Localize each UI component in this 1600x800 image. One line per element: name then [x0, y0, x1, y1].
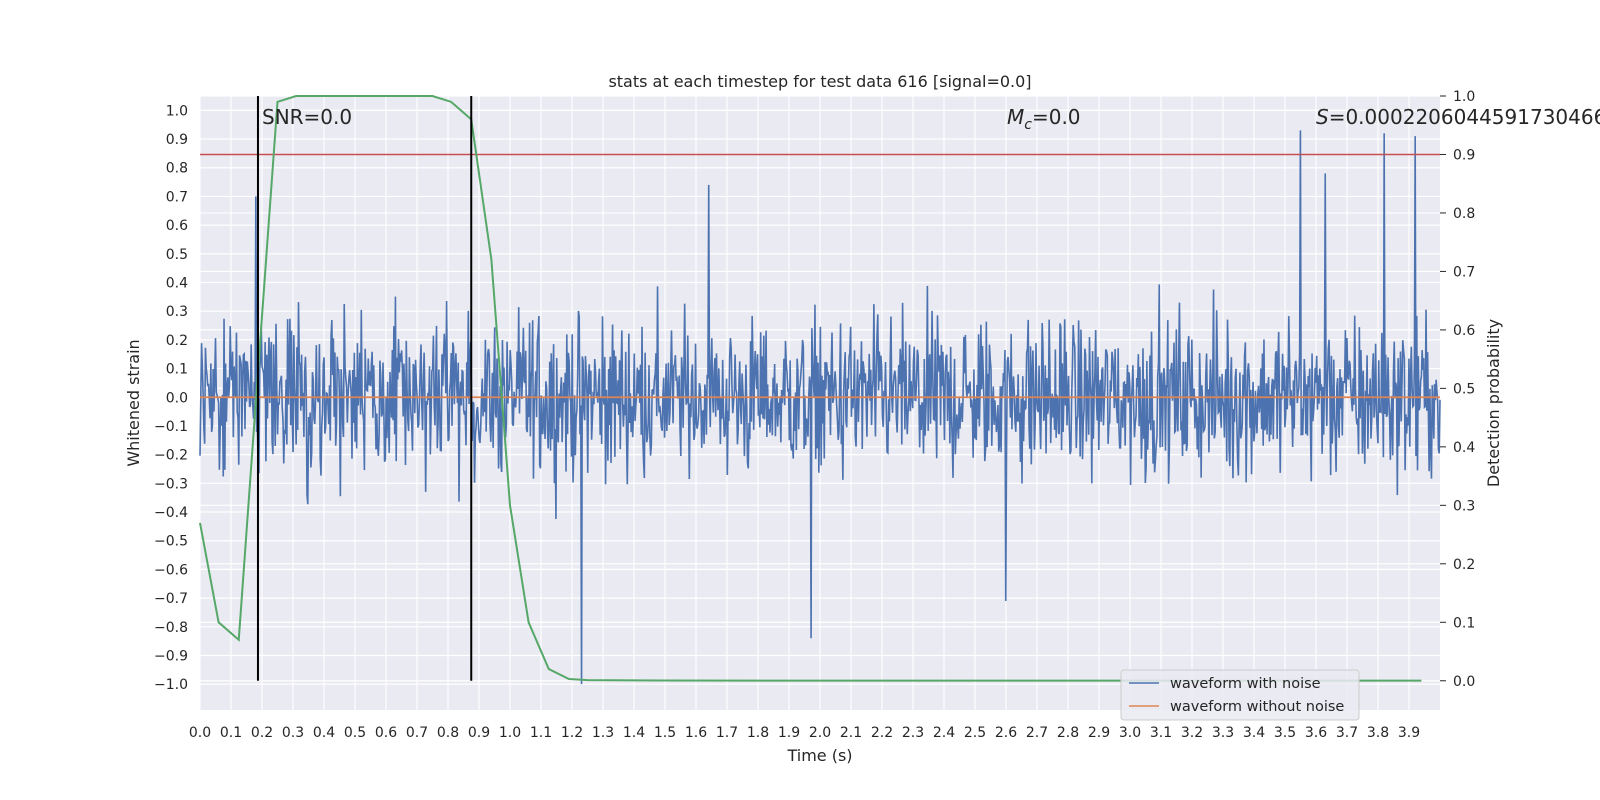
x-axis-label: Time (s): [786, 746, 852, 765]
y-left-tick-label: −0.3: [154, 476, 188, 492]
x-tick-label: 3.4: [1243, 725, 1265, 741]
x-tick-label: 2.0: [809, 725, 831, 741]
x-tick-label: 3.5: [1274, 725, 1296, 741]
x-tick-label: 0.1: [220, 725, 242, 741]
y-right-tick-label: 0.7: [1453, 264, 1475, 280]
y-left-tick-label: 0.5: [166, 247, 188, 263]
x-tick-label: 2.6: [995, 725, 1017, 741]
x-tick-label: 0.2: [251, 725, 273, 741]
y-right-tick-label: 1.0: [1453, 89, 1475, 105]
y-right-tick-labels: 1.0 0.9 0.8 0.7 0.6 0.5 0.4 0.3 0.2 0.1 0.0: [1440, 89, 1475, 690]
s-annotation: S=0.0002206044591730466: [1316, 105, 1600, 129]
legend-label-clean: waveform without noise: [1170, 699, 1344, 715]
x-tick-label: 0.9: [468, 725, 490, 741]
x-tick-label: 3.9: [1398, 725, 1420, 741]
x-tick-label: 1.1: [530, 725, 552, 741]
y-right-tick-label: 0.2: [1453, 557, 1475, 573]
x-tick-label: 2.9: [1088, 725, 1110, 741]
x-tick-label: 0.3: [282, 725, 304, 741]
x-tick-label: 3.7: [1336, 725, 1358, 741]
x-tick-label: 3.8: [1367, 725, 1389, 741]
legend: waveform with noise waveform without noi…: [1120, 669, 1360, 721]
x-tick-label: 2.4: [933, 725, 955, 741]
vertical-markers: [256, 96, 473, 681]
series-waveform-with-noise: [199, 130, 1441, 685]
x-tick-label: 1.6: [685, 725, 707, 741]
y-left-tick-label: 0.1: [166, 362, 188, 378]
y-right-tick-label: 0.9: [1453, 147, 1475, 163]
x-tick-label: 2.8: [1057, 725, 1079, 741]
x-tick-label: 1.5: [654, 725, 676, 741]
y-left-tick-labels: 1.0 0.9 0.8 0.7 0.6 0.5 0.4 0.3 0.2 0.1 0.0 −0.1 −0.…: [154, 103, 188, 693]
y-left-tick-label: −0.6: [154, 562, 188, 578]
x-tick-label: 0.6: [375, 725, 397, 741]
x-tick-label: 0.5: [344, 725, 366, 741]
x-tick-label: 0.4: [313, 725, 335, 741]
x-tick-label: 1.4: [623, 725, 645, 741]
x-tick-label: 1.8: [747, 725, 769, 741]
noise-waveform-line: [199, 130, 1441, 685]
x-tick-label: 1.9: [778, 725, 800, 741]
series-detection-probability: [199, 95, 1422, 682]
detection-probability-line: [199, 95, 1422, 682]
x-tick-label: 1.7: [716, 725, 738, 741]
y-left-tick-label: 1.0: [166, 103, 188, 119]
y-left-tick-label: 0.4: [166, 275, 188, 291]
y-left-tick-label: 0.9: [166, 132, 188, 148]
x-tick-label: 2.7: [1026, 725, 1048, 741]
x-tick-label: 1.0: [499, 725, 521, 741]
x-tick-label: 1.2: [561, 725, 583, 741]
x-tick-label: 3.6: [1305, 725, 1327, 741]
snr-annotation: SNR=0.0: [262, 105, 352, 129]
x-tick-label: 2.1: [840, 725, 862, 741]
x-tick-label: 3.0: [1119, 725, 1141, 741]
y-left-tick-label: −0.8: [154, 620, 188, 636]
y-right-tick-label: 0.8: [1453, 206, 1475, 222]
y-left-tick-label: −0.7: [154, 591, 188, 607]
x-tick-label: 0.0: [189, 725, 211, 741]
chart-title: stats at each timestep for test data 616…: [608, 72, 1031, 91]
y-left-tick-label: 0.8: [166, 161, 188, 177]
x-tick-label: 3.3: [1212, 725, 1234, 741]
y-left-axis-label: Whitened strain: [124, 339, 143, 466]
y-left-tick-label: −1.0: [154, 677, 188, 693]
x-tick-label: 2.3: [902, 725, 924, 741]
x-tick-label: 0.7: [406, 725, 428, 741]
y-left-tick-label: 0.3: [166, 304, 188, 320]
x-tick-label: 0.8: [437, 725, 459, 741]
mc-annotation: Mc=0.0: [1007, 105, 1081, 133]
x-tick-label: 3.1: [1150, 725, 1172, 741]
y-left-tick-label: 0.6: [166, 218, 188, 234]
x-tick-label: 3.2: [1181, 725, 1203, 741]
y-left-tick-label: −0.2: [154, 448, 188, 464]
y-left-tick-label: 0.7: [166, 189, 188, 205]
y-right-tick-label: 0.0: [1453, 674, 1475, 690]
y-left-tick-label: −0.1: [154, 419, 188, 435]
y-left-tick-label: −0.5: [154, 534, 188, 550]
y-left-tick-label: 0.2: [166, 333, 188, 349]
x-tick-label: 2.2: [871, 725, 893, 741]
legend-label-noise: waveform with noise: [1170, 676, 1321, 692]
y-left-tick-label: −0.4: [154, 505, 188, 521]
y-right-tick-label: 0.4: [1453, 440, 1475, 456]
x-tick-label: 2.5: [964, 725, 986, 741]
y-left-tick-label: −0.9: [154, 648, 188, 664]
y-right-axis-label: Detection probability: [1484, 319, 1503, 487]
y-right-tick-label: 0.6: [1453, 323, 1475, 339]
x-tick-label: 1.3: [592, 725, 614, 741]
y-right-tick-label: 0.5: [1453, 381, 1475, 397]
y-right-tick-label: 0.1: [1453, 615, 1475, 631]
x-tick-labels: 0.0 0.1 0.2 0.3 0.4 0.5 0.6 0.7 0.8 0.9 1.0 1.1 1.2 1…: [189, 725, 1420, 741]
legend-box: [1120, 669, 1360, 721]
y-right-tick-label: 0.3: [1453, 498, 1475, 514]
y-left-tick-label: 0.0: [166, 390, 188, 406]
